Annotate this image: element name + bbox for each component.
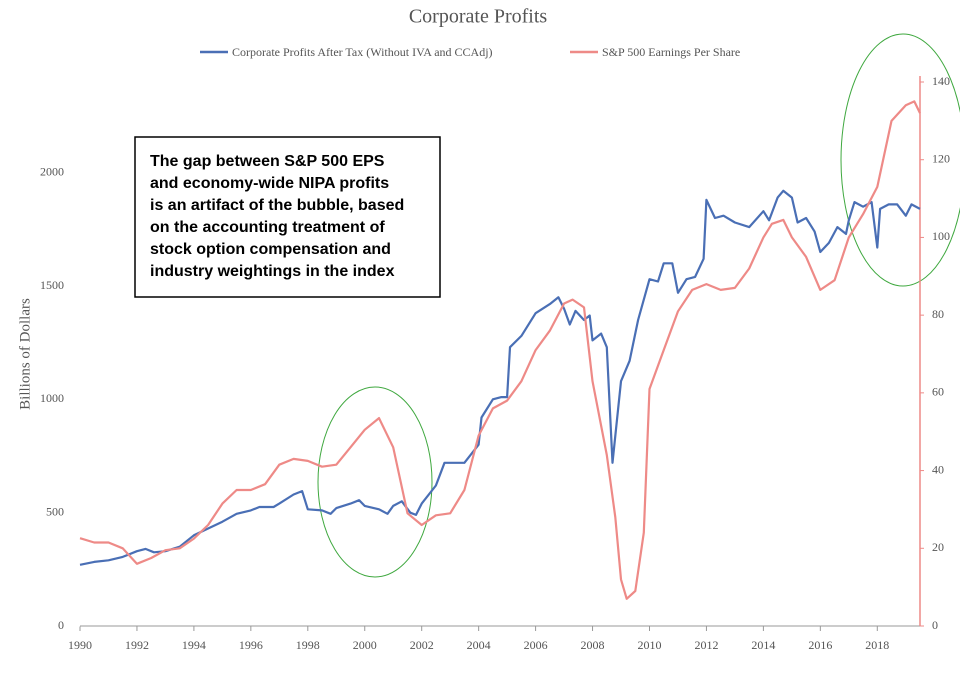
y2-tick-label: 120 <box>932 151 950 165</box>
x-tick-label: 2012 <box>694 638 718 652</box>
x-tick-label: 1992 <box>125 638 149 652</box>
annotation-text: industry weightings in the index <box>150 263 395 280</box>
x-tick-label: 1990 <box>68 638 92 652</box>
x-tick-label: 1996 <box>239 638 263 652</box>
y2-tick-label: 100 <box>932 229 950 243</box>
y-tick-label: 1500 <box>40 278 64 292</box>
annotation-box <box>134 136 441 298</box>
y2-tick-label: 0 <box>932 618 938 632</box>
y-tick-label: 2000 <box>40 164 64 178</box>
annotation-text: stock option compensation and <box>150 241 391 258</box>
highlight-ellipse <box>840 33 960 287</box>
y-axis-label: Billions of Dollars <box>17 298 33 410</box>
y-tick-label: 500 <box>46 504 64 518</box>
annotation-text: and economy-wide NIPA profits <box>150 175 389 192</box>
x-tick-label: 2006 <box>524 638 548 652</box>
y-tick-label: 1000 <box>40 391 64 405</box>
series-line <box>79 100 921 600</box>
annotation-text: The gap between S&P 500 EPS <box>150 153 385 170</box>
annotation-text: is an artifact of the bubble, based <box>150 197 404 214</box>
x-tick-label: 2000 <box>353 638 377 652</box>
y-tick-label: 0 <box>58 618 64 632</box>
y2-tick-label: 60 <box>932 385 944 399</box>
y2-tick-label: 80 <box>932 307 944 321</box>
legend-label: Corporate Profits After Tax (Without IVA… <box>232 45 493 59</box>
x-tick-label: 1994 <box>182 638 206 652</box>
y2-tick-label: 20 <box>932 540 944 554</box>
legend-label: S&P 500 Earnings Per Share <box>602 45 740 59</box>
x-tick-label: 2016 <box>808 638 832 652</box>
y2-tick-label: 140 <box>932 74 950 88</box>
x-tick-label: 2014 <box>751 638 775 652</box>
annotation-text: on the accounting treatment of <box>150 219 385 236</box>
x-tick-label: 2008 <box>581 638 605 652</box>
x-tick-label: 2002 <box>410 638 434 652</box>
highlight-ellipse <box>317 386 433 578</box>
x-tick-label: 2018 <box>865 638 889 652</box>
x-tick-label: 2004 <box>467 638 491 652</box>
x-tick-label: 2010 <box>637 638 661 652</box>
chart-title: Corporate Profits <box>409 6 548 28</box>
series-line <box>79 189 921 566</box>
y2-tick-label: 40 <box>932 462 944 476</box>
x-tick-label: 1998 <box>296 638 320 652</box>
